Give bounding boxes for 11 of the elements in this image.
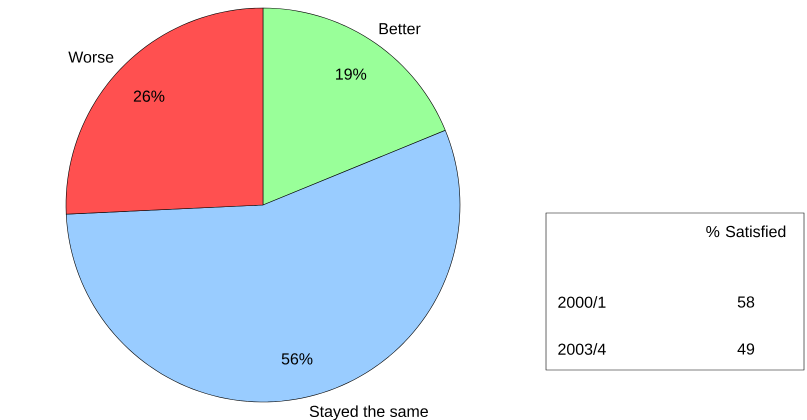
data-label: 56%: [282, 353, 312, 365]
data-label: 26%: [134, 90, 164, 102]
text: % Satisfied: [706, 226, 786, 238]
category-label: 2003/4: [558, 343, 606, 355]
slice-label: Worse: [68, 52, 114, 63]
data-label: 49: [738, 343, 754, 355]
slice-label: Stayed the same: [310, 405, 428, 420]
slice-label: Better: [380, 23, 421, 34]
category-label: 2000/1: [558, 296, 606, 308]
data-label: 19%: [336, 68, 366, 80]
data-label: 58: [738, 296, 754, 308]
